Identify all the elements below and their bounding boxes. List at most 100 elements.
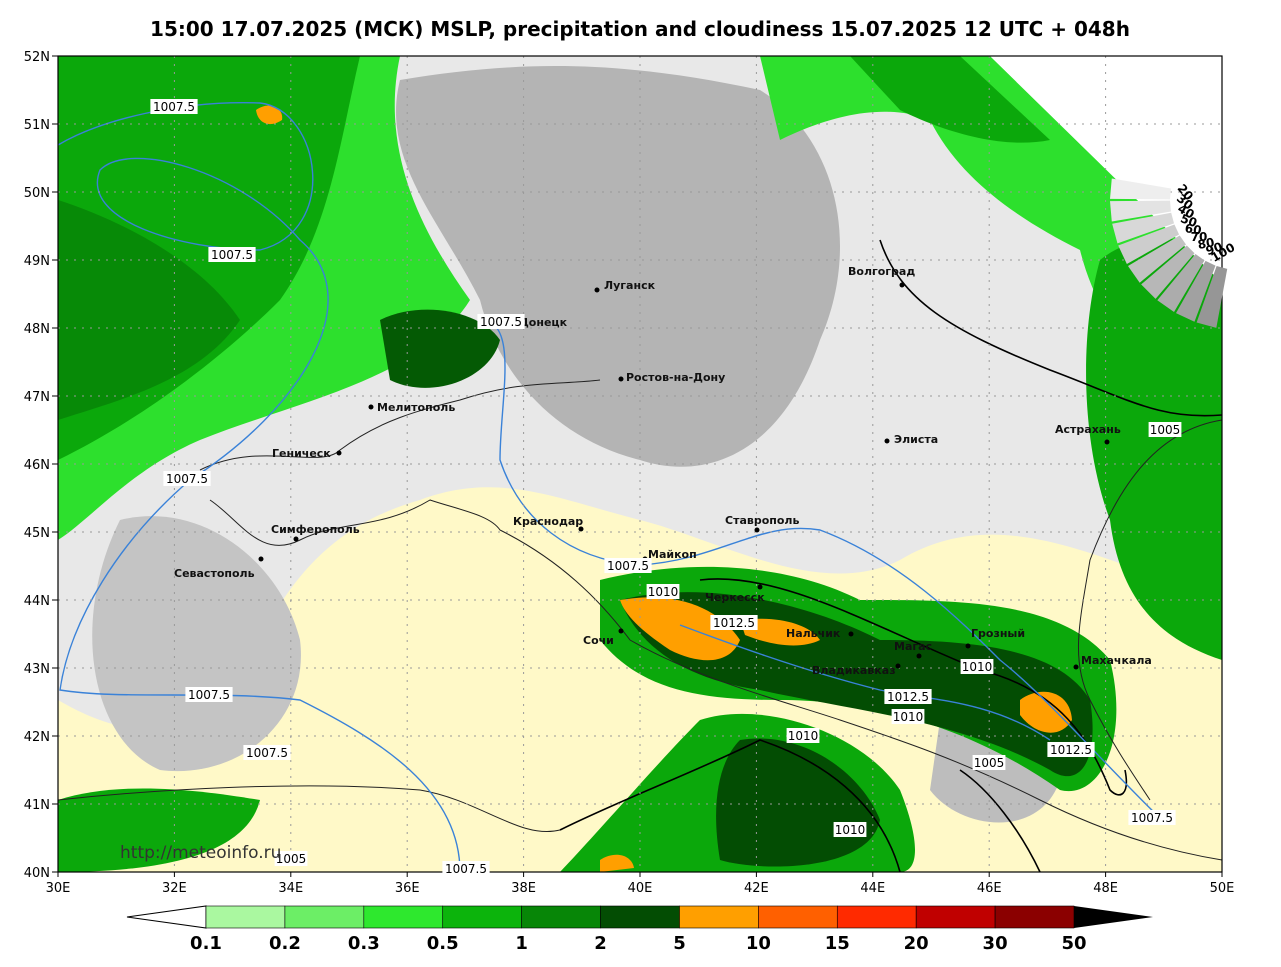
lat-label: 40N [24, 866, 50, 881]
isobar-label: 1012.5 [887, 690, 929, 704]
lon-label: 40E [628, 881, 653, 896]
isobar-black [559, 239, 1223, 873]
isobar-label-bg [604, 558, 652, 573]
isobar-label-bg [960, 659, 994, 674]
isobar-label-bg [477, 314, 525, 329]
legend-end [1074, 906, 1153, 928]
cloud-swatch [1175, 260, 1216, 322]
city-label: Луганск [604, 279, 656, 292]
lat-label: 52N [24, 50, 50, 65]
city-dot [754, 527, 760, 533]
isobar-label: 1010 [648, 585, 679, 599]
city-label: Махачкала [1081, 654, 1152, 667]
isobar-label: 1010 [835, 823, 866, 837]
lat-label: 41N [24, 798, 50, 813]
city-dot [594, 287, 600, 293]
isobar-label-bg [150, 99, 198, 114]
legend-swatch [442, 905, 522, 929]
cloud-swatch [1110, 178, 1171, 200]
city-label: Владикавказ [812, 664, 896, 677]
lat-label: 50N [24, 186, 50, 201]
cloud-swatch [1141, 245, 1195, 299]
cloud-label: 60 [1184, 221, 1203, 238]
legend-swatch [284, 905, 365, 929]
legend-label: 2 [594, 933, 607, 954]
cloud-label: 90 [1204, 239, 1224, 258]
lon-label: 46E [977, 881, 1002, 896]
lat-label: 46N [24, 458, 50, 473]
lat-label: 45N [24, 526, 50, 541]
city-dot [965, 643, 971, 649]
isobar-label: 1007.5 [153, 100, 195, 114]
city-label: Нальчик [786, 627, 841, 640]
isobar-label: 1010 [893, 710, 924, 724]
isobar-label-bg [884, 689, 932, 704]
lat-label: 43N [24, 662, 50, 677]
city-dot [757, 584, 763, 590]
lon-label: 50E [1210, 881, 1235, 896]
legend-end [126, 905, 207, 929]
city-dot [895, 663, 901, 669]
city-dot [368, 404, 374, 410]
legend-swatch [679, 905, 759, 929]
legend-label: 0.1 [190, 933, 222, 954]
isobar-label: 1007.5 [445, 862, 487, 876]
title: 15:00 17.07.2025 (МСК) MSLP, precipitati… [150, 17, 1130, 41]
isobar-label-bg [972, 755, 1006, 770]
city-label: Ставрополь [725, 514, 799, 527]
legend-label: 5 [673, 933, 686, 954]
graticule [58, 56, 1222, 872]
legend-label: 50 [1061, 933, 1086, 954]
lon-label: 30E [46, 881, 71, 896]
legend-swatch [363, 905, 444, 929]
cloud-label: 80 [1197, 235, 1216, 252]
legend-label: 0.2 [269, 933, 301, 954]
isobar-label-bg [646, 584, 680, 599]
lon-label: 36E [395, 881, 420, 896]
cloud-swatch [1112, 212, 1175, 244]
city-label: Сочи [583, 634, 614, 647]
isobar-label: 1005 [974, 756, 1005, 770]
lon-label: 32E [162, 881, 187, 896]
isobar-label: 1007.5 [166, 472, 208, 486]
legend-label: 0.5 [427, 933, 459, 954]
city-dot [618, 376, 624, 382]
isobar-label: 1007.5 [246, 746, 288, 760]
watermark: http://meteoinfo.ru [120, 843, 281, 863]
legend-swatch [915, 905, 996, 929]
legend-swatch [994, 905, 1075, 929]
city-dot [899, 282, 905, 288]
isobar-label-bg [163, 471, 211, 486]
city-label: Астрахань [1055, 423, 1121, 436]
city-dot [336, 450, 342, 456]
isobar-label: 1007.5 [607, 559, 649, 573]
city-label: Грозный [971, 627, 1025, 640]
city-dot [916, 653, 922, 659]
city-label: Магас [894, 640, 932, 653]
cloud-swatch [1157, 254, 1205, 313]
legend-swatch [836, 905, 917, 929]
city-label: Севастополь [174, 567, 255, 580]
legend-label: 1 [515, 933, 528, 954]
legend-swatch [758, 905, 838, 929]
city-label: Майкоп [648, 548, 697, 561]
city-dot [848, 631, 854, 637]
isobar-label-bg [710, 615, 758, 630]
isobar-label-bg [208, 247, 256, 262]
lat-label: 47N [24, 390, 50, 405]
city-label: Симферополь [271, 523, 360, 536]
isobar-label-bg [185, 687, 233, 702]
cloud-label: 50 [1179, 211, 1199, 230]
isobar-label-bg [1047, 742, 1095, 757]
lat-label: 44N [24, 594, 50, 609]
legend-label: 10 [746, 933, 771, 954]
city-label: Элиста [894, 433, 938, 446]
city-dot [884, 438, 890, 444]
city-label: Геническ [272, 447, 331, 460]
city-label: Краснодар [513, 515, 583, 528]
cloud-swatch [1196, 265, 1228, 328]
legend-swatch [521, 905, 601, 929]
city-dot [258, 556, 264, 562]
city-label: Мелитополь [377, 401, 455, 414]
